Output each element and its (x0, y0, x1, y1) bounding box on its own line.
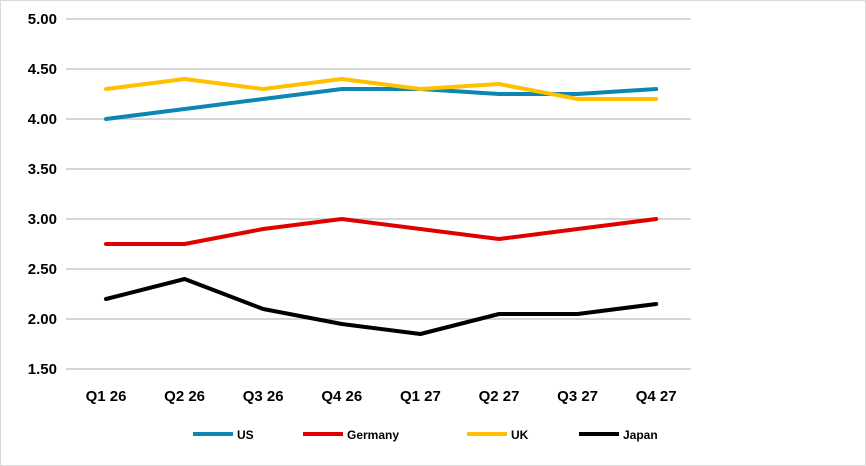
x-tick-label: Q4 26 (321, 388, 362, 405)
series-line-us (104, 87, 659, 121)
x-tick-label: Q1 26 (86, 388, 127, 405)
y-tick-label: 3.50 (28, 161, 57, 178)
legend-label: Germany (347, 428, 399, 442)
y-tick-label: 4.50 (28, 61, 57, 78)
x-tick-label: Q2 27 (479, 388, 520, 405)
y-tick-label: 4.00 (28, 111, 57, 128)
x-tick-label: Q4 27 (636, 388, 677, 405)
legend-label: UK (511, 428, 529, 442)
x-tick-label: Q3 26 (243, 388, 284, 405)
x-tick-label: Q3 27 (557, 388, 598, 405)
y-tick-label: 1.50 (28, 361, 57, 378)
x-tick-label: Q1 27 (400, 388, 441, 405)
x-tick-label: Q2 26 (164, 388, 205, 405)
series-line-japan (104, 277, 659, 336)
series-line-germany (104, 217, 659, 246)
y-tick-label: 2.50 (28, 261, 57, 278)
legend-label: Japan (623, 428, 658, 442)
series-line-uk (104, 77, 659, 101)
y-tick-label: 2.00 (28, 311, 57, 328)
legend-label: US (237, 428, 254, 442)
y-tick-label: 5.00 (28, 11, 57, 28)
y-tick-label: 3.00 (28, 211, 57, 228)
